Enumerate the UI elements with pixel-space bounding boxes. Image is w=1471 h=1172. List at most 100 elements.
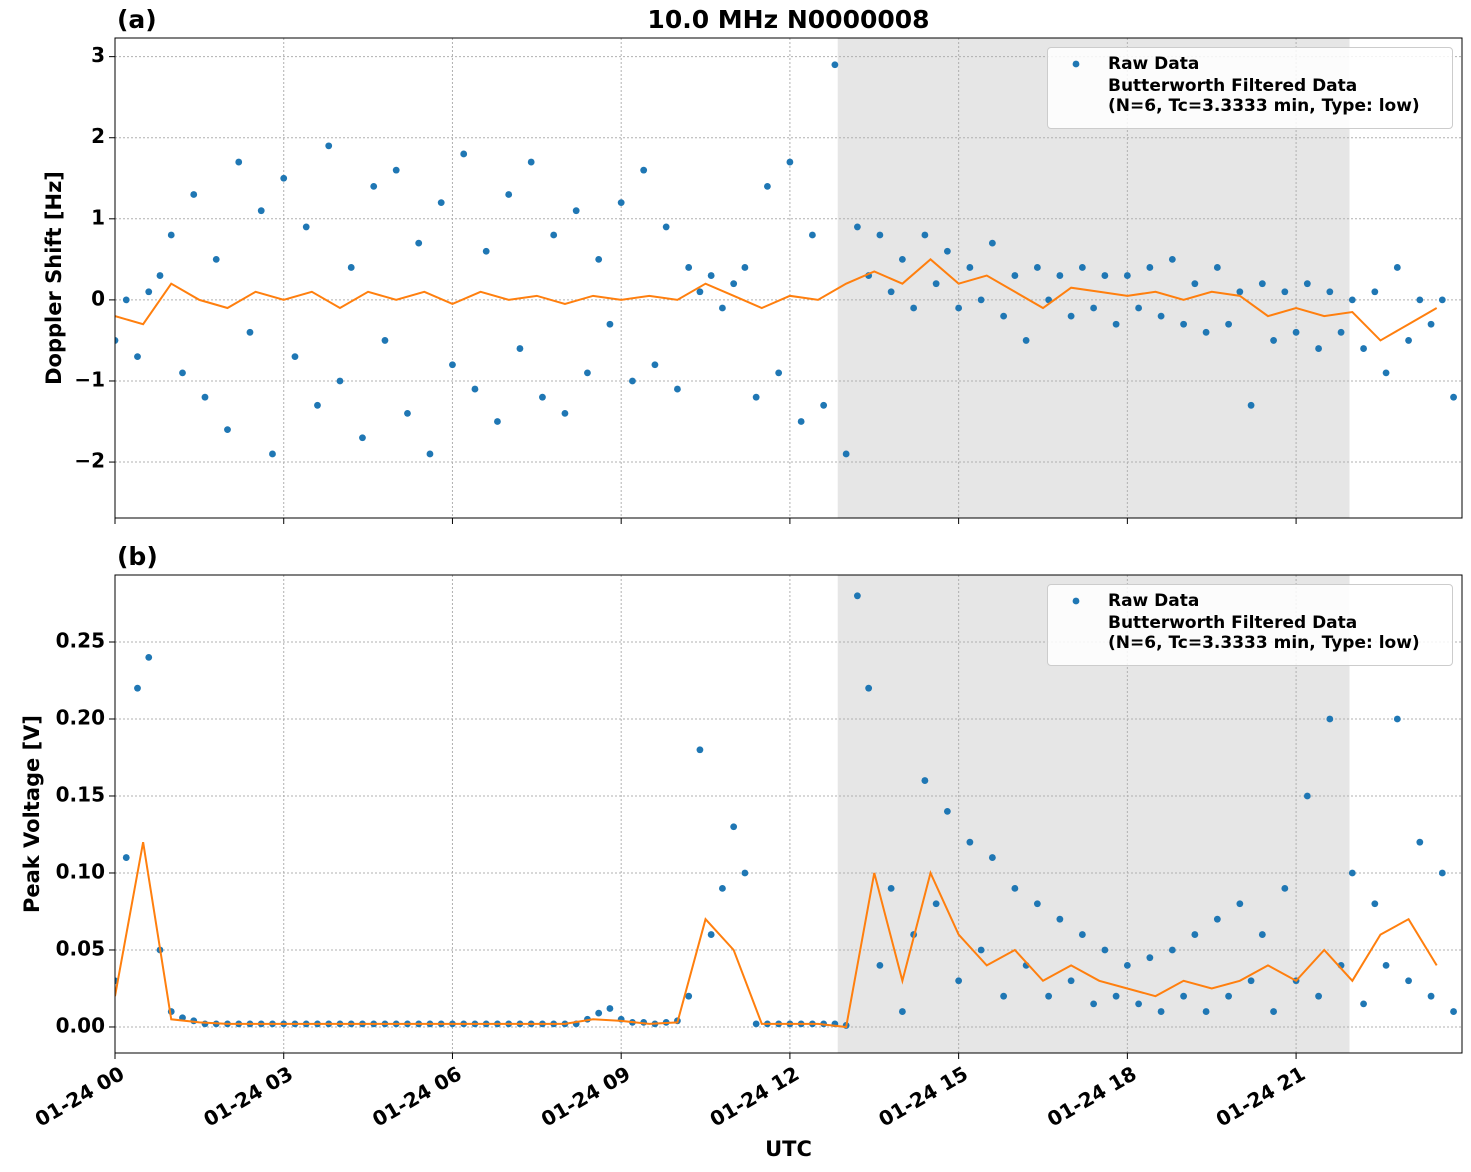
raw-point [887, 884, 895, 892]
raw-point [1135, 1000, 1143, 1008]
raw-point [1348, 296, 1356, 304]
raw-point [145, 653, 153, 661]
raw-point [392, 166, 400, 174]
raw-point [876, 231, 884, 239]
raw-point [415, 239, 423, 247]
y-tick-label: 0.00 [56, 1013, 105, 1037]
raw-point [1292, 328, 1300, 336]
raw-point [1078, 264, 1086, 271]
raw-point [910, 304, 918, 312]
raw-point [1315, 992, 1322, 1000]
legend-item: Butterworth Filtered Data (N=6, Tc=3.333… [1056, 76, 1444, 116]
raw-point [1393, 264, 1401, 271]
raw-point [1258, 931, 1266, 938]
raw-point [797, 418, 805, 425]
y-tick-label: 0 [91, 286, 105, 310]
panel-label: (a) [117, 5, 157, 34]
raw-point [1180, 320, 1188, 328]
raw-point [1258, 280, 1266, 288]
y-tick-label: 3 [91, 43, 105, 67]
raw-point [1438, 869, 1446, 877]
raw-point [122, 854, 130, 861]
y-tick-label: 2 [91, 124, 105, 148]
raw-point [955, 304, 963, 312]
raw-point [291, 353, 299, 361]
raw-point [381, 337, 389, 344]
raw-point [1000, 992, 1008, 1000]
raw-point [651, 361, 659, 369]
raw-point [1157, 1008, 1165, 1015]
raw-point [246, 328, 254, 336]
raw-point [347, 264, 355, 271]
raw-point [505, 191, 513, 198]
data-layer [115, 592, 1457, 1029]
raw-point [561, 410, 569, 417]
raw-point [1281, 288, 1289, 296]
legend: Raw Data Butterworth Filtered Data (N=6, … [1047, 584, 1453, 666]
raw-point [853, 592, 861, 600]
raw-point [775, 369, 783, 377]
legend: Raw Data Butterworth Filtered Data (N=6, … [1047, 47, 1453, 129]
raw-point [921, 777, 929, 784]
raw-point [494, 418, 501, 425]
raw-point [1405, 337, 1412, 344]
raw-point [696, 746, 704, 754]
legend-item: Raw Data [1056, 54, 1444, 74]
raw-point [966, 838, 974, 846]
panel-label: (b) [117, 542, 158, 571]
raw-point [325, 142, 333, 150]
x-axis-label: UTC [765, 1137, 812, 1161]
legend-key [1056, 613, 1096, 633]
raw-point [1427, 992, 1435, 1000]
x-tick-label: 01-24 21 [1212, 1061, 1310, 1131]
x-tick-label: 01-24 18 [1043, 1061, 1141, 1131]
raw-point [1112, 320, 1120, 328]
raw-point [1247, 977, 1255, 985]
raw-point [606, 320, 614, 328]
raw-point [1416, 296, 1424, 304]
raw-point [1202, 1008, 1210, 1015]
x-tick-label: 01-24 06 [368, 1061, 466, 1131]
raw-point [1270, 337, 1277, 344]
raw-point [1112, 992, 1120, 1000]
raw-point [1078, 931, 1086, 938]
raw-point [1067, 312, 1075, 320]
x-tick-label: 01-24 03 [199, 1061, 297, 1131]
raw-point [707, 931, 715, 938]
raw-point [606, 1005, 614, 1012]
raw-point [359, 434, 366, 442]
raw-point [1146, 264, 1154, 271]
raw-point [201, 1020, 209, 1028]
raw-point [550, 231, 558, 239]
raw-point [1033, 264, 1041, 271]
legend-marker [1072, 60, 1080, 68]
raw-point [943, 807, 951, 815]
y-tick-label: 0.15 [56, 782, 105, 806]
raw-point [336, 377, 344, 385]
x-tick-label: 01-24 12 [706, 1061, 804, 1131]
raw-point [1303, 792, 1311, 800]
legend-key [1072, 60, 1080, 68]
legend-label: Raw Data [1108, 54, 1200, 74]
raw-point [449, 361, 456, 369]
raw-point [134, 353, 141, 361]
raw-point [1168, 255, 1176, 263]
raw-point [235, 158, 243, 166]
raw-point [134, 684, 141, 692]
raw-point [212, 255, 220, 263]
y-tick-label: 0.20 [56, 705, 105, 729]
raw-point [685, 264, 693, 271]
raw-point [1326, 715, 1334, 723]
raw-point [584, 369, 591, 377]
raw-point [224, 426, 231, 434]
raw-point [595, 255, 603, 263]
raw-point [1360, 1000, 1367, 1008]
raw-point [1382, 369, 1390, 377]
raw-point [482, 247, 490, 255]
legend-label: Butterworth Filtered Data (N=6, Tc=3.333… [1108, 613, 1420, 653]
raw-point [786, 158, 794, 166]
raw-point [1101, 946, 1109, 954]
raw-point [1348, 869, 1356, 877]
raw-point [1045, 992, 1053, 1000]
